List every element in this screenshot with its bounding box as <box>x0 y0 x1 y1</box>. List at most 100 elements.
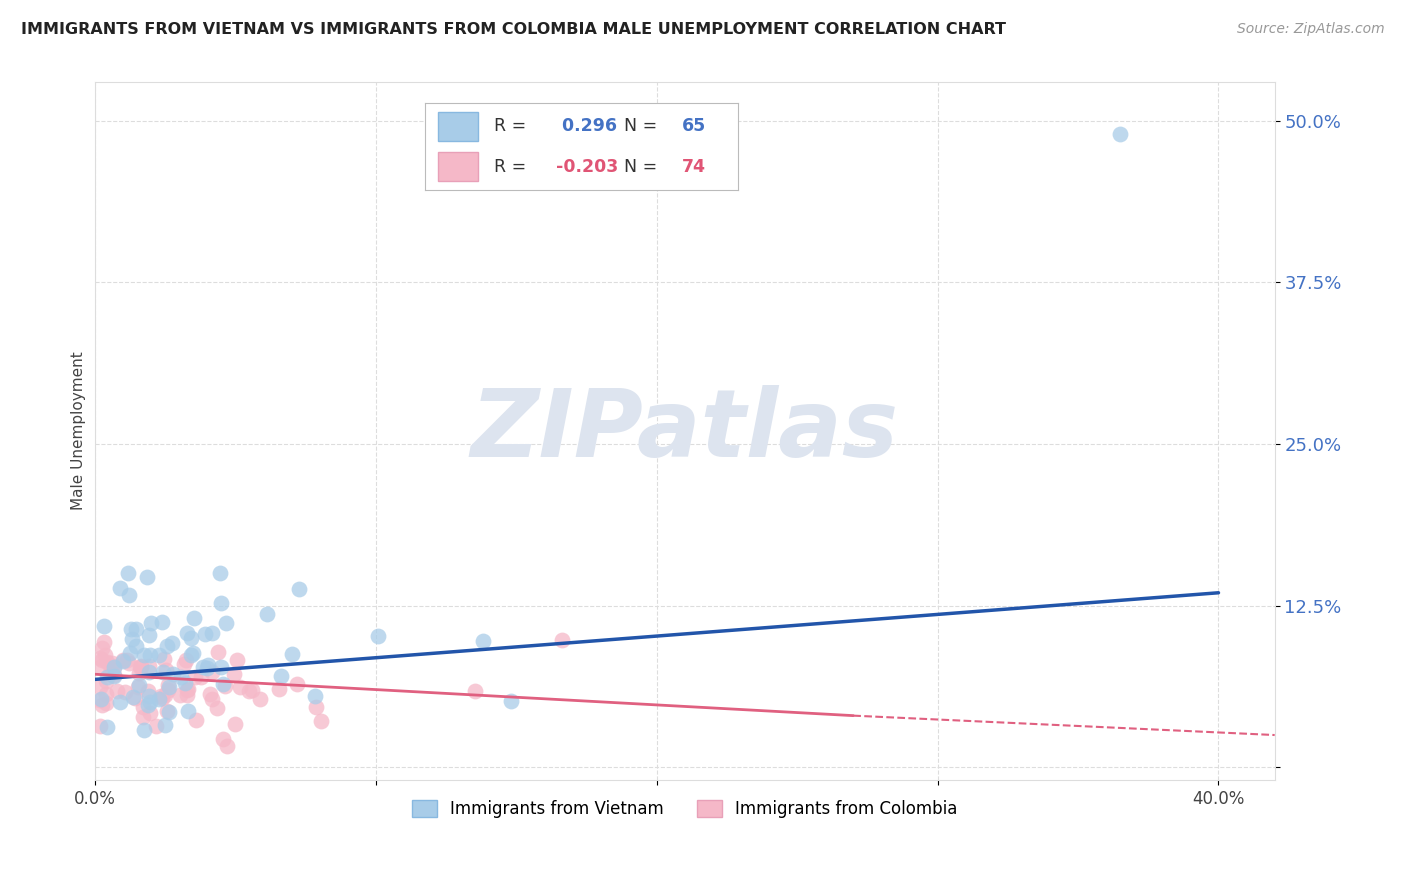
Point <box>89 718 111 732</box>
Point <box>120 646 142 660</box>
Point <box>103 660 125 674</box>
Point <box>176 681 198 696</box>
Point <box>101 656 124 670</box>
Point <box>89 660 111 674</box>
Point <box>201 692 224 706</box>
Point <box>225 653 247 667</box>
Point <box>121 632 143 646</box>
Point <box>153 652 176 666</box>
Point <box>127 681 149 695</box>
Point <box>148 648 170 662</box>
Point <box>249 692 271 706</box>
Point <box>152 665 174 680</box>
Point <box>93 634 115 648</box>
Point <box>229 680 252 694</box>
Point <box>214 679 236 693</box>
Point <box>108 581 131 595</box>
Point <box>150 615 173 629</box>
Point <box>176 682 198 697</box>
Legend: Immigrants from Vietnam, Immigrants from Colombia: Immigrants from Vietnam, Immigrants from… <box>405 793 965 824</box>
Point <box>305 699 328 714</box>
Point <box>170 670 193 684</box>
Point <box>128 666 150 681</box>
Point <box>96 720 118 734</box>
Point <box>180 648 202 662</box>
Point <box>125 640 148 654</box>
Point <box>118 588 141 602</box>
Point <box>209 660 232 674</box>
Point <box>304 689 326 703</box>
Point <box>464 684 486 698</box>
Point <box>169 688 191 702</box>
Point <box>240 683 263 698</box>
Point <box>138 665 160 679</box>
Point <box>160 636 183 650</box>
Point <box>122 690 145 704</box>
Point <box>209 596 232 610</box>
Point <box>138 628 160 642</box>
Point <box>472 634 495 648</box>
Point <box>194 626 217 640</box>
Point <box>157 678 180 692</box>
Point <box>195 661 218 675</box>
Point <box>270 669 292 683</box>
Point <box>193 660 215 674</box>
Point <box>176 625 198 640</box>
Point <box>132 699 155 714</box>
Point <box>288 582 311 597</box>
Point <box>117 566 139 581</box>
Point <box>197 658 219 673</box>
Point <box>90 692 112 706</box>
Point <box>89 693 111 707</box>
Point <box>198 686 221 700</box>
Point <box>201 626 224 640</box>
Point <box>103 669 125 683</box>
Point <box>180 631 202 645</box>
Point <box>174 675 197 690</box>
Point <box>136 570 159 584</box>
Point <box>103 667 125 681</box>
Point <box>281 647 304 661</box>
Point <box>90 698 112 712</box>
Point <box>208 566 231 581</box>
Point <box>184 713 207 727</box>
Point <box>100 662 122 676</box>
Point <box>157 682 180 697</box>
Point <box>215 615 238 630</box>
Text: IMMIGRANTS FROM VIETNAM VS IMMIGRANTS FROM COLOMBIA MALE UNEMPLOYMENT CORRELATIO: IMMIGRANTS FROM VIETNAM VS IMMIGRANTS FR… <box>21 22 1007 37</box>
Point <box>551 632 574 647</box>
Point <box>120 622 142 636</box>
Point <box>150 690 173 705</box>
Point <box>89 650 111 665</box>
Point <box>162 667 184 681</box>
Point <box>1109 127 1132 141</box>
Text: ZIPatlas: ZIPatlas <box>471 385 898 477</box>
Point <box>222 667 245 681</box>
Point <box>145 719 167 733</box>
Point <box>157 680 180 694</box>
Point <box>136 683 159 698</box>
Point <box>96 687 118 701</box>
Point <box>207 645 229 659</box>
Point <box>184 670 207 684</box>
Point <box>117 653 139 667</box>
Point <box>141 616 163 631</box>
Point <box>93 648 115 662</box>
Point <box>103 660 125 674</box>
Point <box>112 653 135 667</box>
Point <box>128 678 150 692</box>
Point <box>155 705 177 719</box>
Point <box>238 684 260 698</box>
Point <box>98 667 121 681</box>
Point <box>201 665 224 679</box>
Point <box>108 695 131 709</box>
Point <box>183 611 205 625</box>
Point <box>132 710 155 724</box>
Point <box>125 622 148 636</box>
Point <box>256 607 278 622</box>
Point <box>94 696 117 710</box>
Point <box>90 653 112 667</box>
Point <box>215 739 238 753</box>
Point <box>138 689 160 703</box>
Point <box>501 694 523 708</box>
